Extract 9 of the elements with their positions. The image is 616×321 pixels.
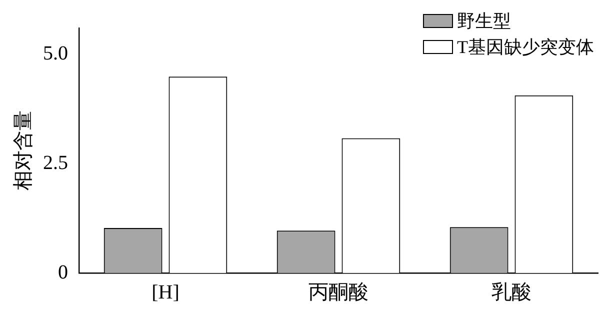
y-tick-label: 5.0 <box>43 42 68 64</box>
x-tick-label: 丙酮酸 <box>308 281 368 304</box>
y-tick-label: 0 <box>58 261 68 284</box>
y-tick-label: 2.5 <box>43 152 68 174</box>
legend-label: 野生型 <box>457 10 511 33</box>
x-tick-label: [H] <box>152 281 180 304</box>
x-tick-label: 乳酸 <box>492 281 532 304</box>
text: T基因缺少突变体 <box>457 36 594 59</box>
y-axis-title: 相对含量 <box>12 110 34 190</box>
